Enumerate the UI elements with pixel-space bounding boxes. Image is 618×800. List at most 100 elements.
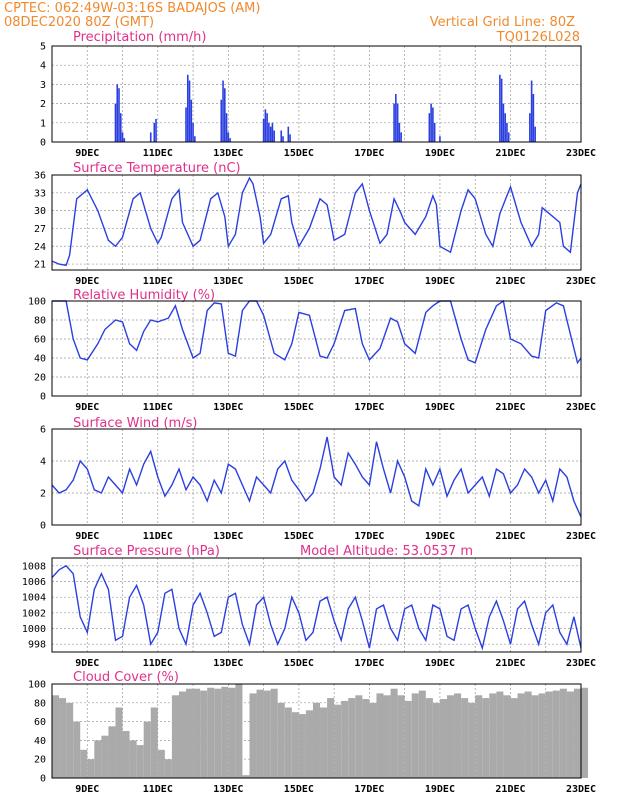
rh-xtick: 11DEC xyxy=(143,402,173,413)
wind-xtick: 19DEC xyxy=(425,531,455,542)
precip-bar xyxy=(114,103,117,142)
cloud-bar xyxy=(390,688,398,778)
rh-xtick: 17DEC xyxy=(354,402,384,413)
cloud-bar xyxy=(552,690,560,778)
cloud-title: Cloud Cover (%) xyxy=(73,670,179,685)
cloud-bar xyxy=(559,688,567,778)
cloud-bar xyxy=(256,689,264,778)
cloud-bar xyxy=(411,693,419,778)
wind-ytick: 0 xyxy=(40,521,46,532)
precip-bar xyxy=(224,88,226,142)
cloud-bar xyxy=(80,749,88,778)
precip-bar xyxy=(222,80,224,142)
pres-ytick: 1008 xyxy=(22,561,46,572)
run-code: TQ0126L028 xyxy=(496,30,580,45)
temp-line xyxy=(51,176,582,267)
cloud-bar xyxy=(157,749,165,778)
cloud-bar xyxy=(270,688,278,778)
cloud-bar xyxy=(320,707,328,778)
cloud-bar xyxy=(503,695,511,778)
precip-bar xyxy=(269,126,272,142)
rh-panel: Relative Humidity (%) 0 20 40 60 80 100 9DEC 11D… xyxy=(28,288,596,413)
pres-xtick: 21DEC xyxy=(495,658,525,669)
pres-panel: Surface Pressure (hPa) Model Altitude: 53… xyxy=(22,544,596,669)
rh-line xyxy=(52,299,582,365)
cloud-bar xyxy=(263,690,271,778)
pres-xtick: 17DEC xyxy=(354,658,384,669)
cloud-bar xyxy=(66,702,74,778)
cloud-bar xyxy=(496,691,504,778)
rh-xtick: 21DEC xyxy=(495,402,525,413)
pres-annotation: Model Altitude: 53.0537 m xyxy=(300,544,473,559)
precip-xtick: 21DEC xyxy=(495,148,525,159)
precip-bar xyxy=(266,113,268,142)
wind-title: Surface Wind (m/s) xyxy=(73,416,197,431)
cloud-bar xyxy=(468,702,476,778)
precip-bar xyxy=(430,103,432,142)
cloud-bar xyxy=(249,693,257,778)
cloud-bar xyxy=(150,707,158,778)
cloud-bar xyxy=(178,691,187,778)
pres-ytick: 998 xyxy=(28,640,46,651)
pres-xtick: 19DEC xyxy=(425,658,455,669)
pres-frame xyxy=(51,557,582,653)
cloud-bar xyxy=(164,759,172,778)
cloud-bar xyxy=(454,693,462,778)
wind-ytick: 2 xyxy=(40,489,46,500)
cloud-bar xyxy=(425,698,433,778)
precip-title: Precipitation (mm/h) xyxy=(73,30,206,45)
precip-xtick: 19DEC xyxy=(425,148,455,159)
rh-xtick: 9DEC xyxy=(75,402,99,413)
cloud-bar xyxy=(221,686,229,778)
cloud-bar xyxy=(545,691,553,778)
precip-xtick: 15DEC xyxy=(284,148,314,159)
cloud-bar xyxy=(235,684,243,778)
cloud-bar xyxy=(327,698,335,778)
rh-ytick: 100 xyxy=(28,297,46,308)
wind-xtick: 15DEC xyxy=(284,531,314,542)
wind-ytick: 6 xyxy=(40,425,46,436)
precip-bar xyxy=(502,103,505,142)
temp-xtick: 21DEC xyxy=(495,276,525,287)
temp-xtick: 19DEC xyxy=(425,276,455,287)
cloud-bar xyxy=(171,695,179,778)
precip-bar xyxy=(119,113,122,142)
precip-bar xyxy=(118,88,120,142)
cloud-bar xyxy=(94,740,102,778)
precip-bar xyxy=(262,118,265,142)
temp-xtick: 23DEC xyxy=(566,276,596,287)
precip-bar xyxy=(532,94,535,142)
precip-xtick: 9DEC xyxy=(75,148,99,159)
precip-bar xyxy=(529,113,531,142)
cloud-bar xyxy=(214,688,222,778)
cloud-bar xyxy=(59,698,67,778)
cloud-frame xyxy=(51,683,582,779)
wind-panel: Surface Wind (m/s) 0 2 4 6 9DEC 11DEC 13DEC 15DE… xyxy=(40,416,596,542)
precip-ytick: 1 xyxy=(40,118,46,129)
precip-bar xyxy=(227,132,230,142)
cloud-ytick: 0 xyxy=(40,774,46,785)
precip-ytick: 0 xyxy=(40,138,46,149)
rh-xtick: 19DEC xyxy=(425,402,455,413)
station-header: CPTEC: 062:49W-03:16S BADAJOS (AM) xyxy=(4,1,260,16)
wind-line xyxy=(51,436,582,518)
precip-xtick: 13DEC xyxy=(213,148,243,159)
cloud-bar xyxy=(461,698,469,778)
pres-ytick: 1002 xyxy=(22,608,46,619)
temp-xtick: 17DEC xyxy=(354,276,384,287)
precip-bar xyxy=(506,122,508,142)
cloud-bar xyxy=(362,699,370,778)
cloud-bar xyxy=(87,759,95,778)
cloud-bar xyxy=(482,698,490,778)
cloud-xtick: 15DEC xyxy=(284,784,314,795)
precip-bar xyxy=(280,130,283,142)
precip-bar xyxy=(530,80,533,142)
temp-ytick: 21 xyxy=(34,260,46,271)
cloud-xtick: 23DEC xyxy=(566,784,596,795)
precip-bar xyxy=(500,78,503,142)
temp-panel: Surface Temperature (nC) 21 24 27 30 33 36 9DEC… xyxy=(34,161,596,287)
temp-ytick: 27 xyxy=(34,224,46,235)
wind-xtick: 17DEC xyxy=(354,531,384,542)
cloud-bar xyxy=(305,710,313,778)
